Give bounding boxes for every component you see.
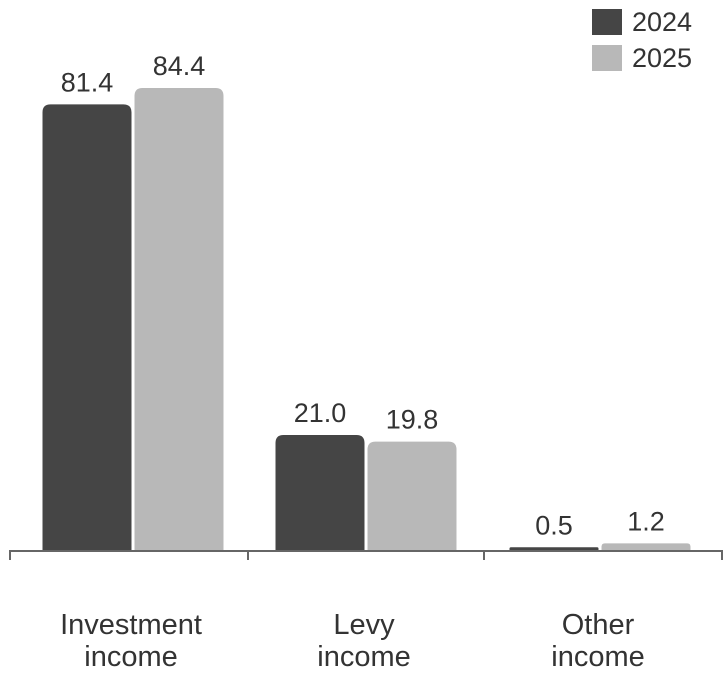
value-label-2025-0: 84.4 (153, 51, 206, 81)
legend-item-2024: 2024 (592, 4, 692, 40)
category-label-0-line-1: income (84, 641, 178, 673)
bar-2024-2 (509, 547, 599, 550)
legend-swatch-2024 (592, 9, 622, 35)
category-label-2-line-1: income (551, 641, 645, 673)
legend-label-2024: 2024 (632, 6, 693, 37)
category-label-0-line-0: Investment (60, 609, 202, 641)
bar-2025-2 (601, 543, 691, 550)
bar-2024-0 (42, 104, 132, 550)
category-label-2-line-0: Other (562, 609, 635, 641)
category-label-1-line-0: Levy (333, 609, 395, 641)
legend-item-2025: 2025 (592, 40, 692, 76)
category-label-1-line-1: income (317, 641, 411, 673)
value-label-2025-1: 19.8 (386, 405, 439, 435)
bar-2025-1 (367, 441, 457, 550)
value-label-2025-2: 1.2 (627, 506, 665, 536)
legend-swatch-2025 (592, 45, 622, 71)
legend-label-2025: 2025 (632, 42, 693, 73)
value-label-2024-0: 81.4 (61, 67, 114, 97)
value-label-2024-2: 0.5 (535, 510, 573, 540)
bar-2024-1 (275, 435, 365, 550)
legend: 2024 2025 (592, 4, 692, 76)
value-label-2024-1: 21.0 (294, 398, 347, 428)
bar-2025-0 (134, 88, 224, 550)
